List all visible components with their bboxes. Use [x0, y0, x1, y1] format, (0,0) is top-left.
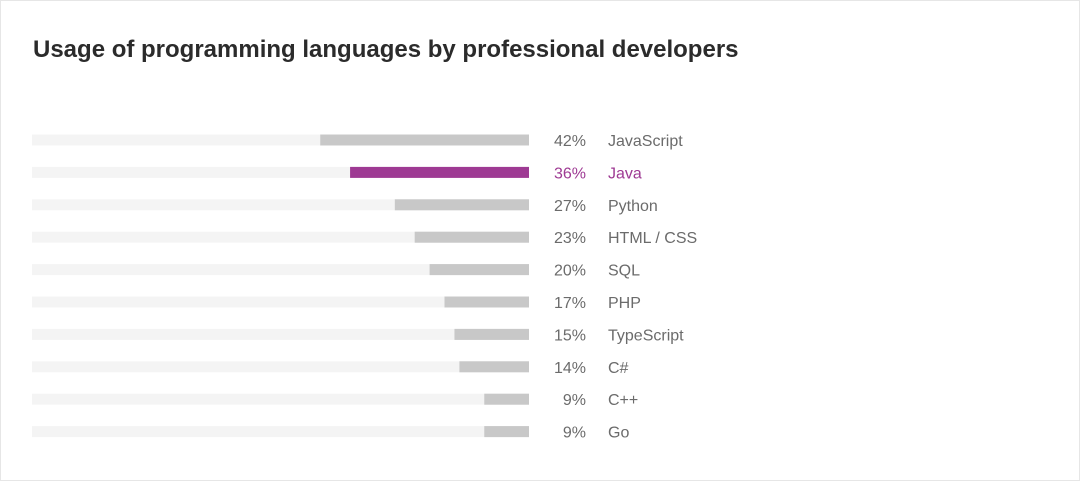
category-label: HTML / CSS	[608, 230, 697, 247]
bar-track	[32, 361, 529, 373]
category-label: C++	[608, 392, 638, 409]
bar-html-css	[414, 231, 529, 243]
chart-title: Usage of programming languages by profes…	[33, 36, 739, 63]
bar-track	[32, 264, 529, 276]
category-label: PHP	[608, 295, 641, 312]
bar-python	[394, 199, 529, 211]
category-label: JavaScript	[608, 133, 683, 150]
category-label: C#	[608, 360, 629, 377]
value-label: 20%	[554, 263, 586, 280]
bar-track	[32, 393, 529, 405]
category-label: Go	[608, 425, 629, 442]
bar-sql	[429, 264, 529, 276]
bar-go	[484, 426, 529, 438]
bar-track	[32, 328, 529, 340]
value-label: 42%	[554, 133, 586, 150]
bar-track	[32, 199, 529, 211]
value-label: 23%	[554, 230, 586, 247]
value-label: 27%	[554, 198, 586, 215]
bar-typescript	[454, 328, 529, 340]
value-label: 9%	[563, 425, 586, 442]
bar-c++	[484, 393, 529, 405]
bar-track	[32, 231, 529, 243]
value-label: 14%	[554, 360, 586, 377]
category-label: Java	[608, 165, 642, 182]
category-label: TypeScript	[608, 327, 684, 344]
bar-track	[32, 166, 529, 178]
bar-track	[32, 134, 529, 146]
value-label: 15%	[554, 327, 586, 344]
category-label: SQL	[608, 263, 640, 280]
value-label: 9%	[563, 392, 586, 409]
bar-php	[444, 296, 529, 308]
bar-javascript	[320, 134, 529, 146]
bar-track	[32, 296, 529, 308]
bar-track	[32, 426, 529, 438]
value-label: 17%	[554, 295, 586, 312]
bar-c#	[459, 361, 529, 373]
bar-java	[350, 166, 529, 178]
category-label: Python	[608, 198, 658, 215]
value-label: 36%	[554, 165, 586, 182]
